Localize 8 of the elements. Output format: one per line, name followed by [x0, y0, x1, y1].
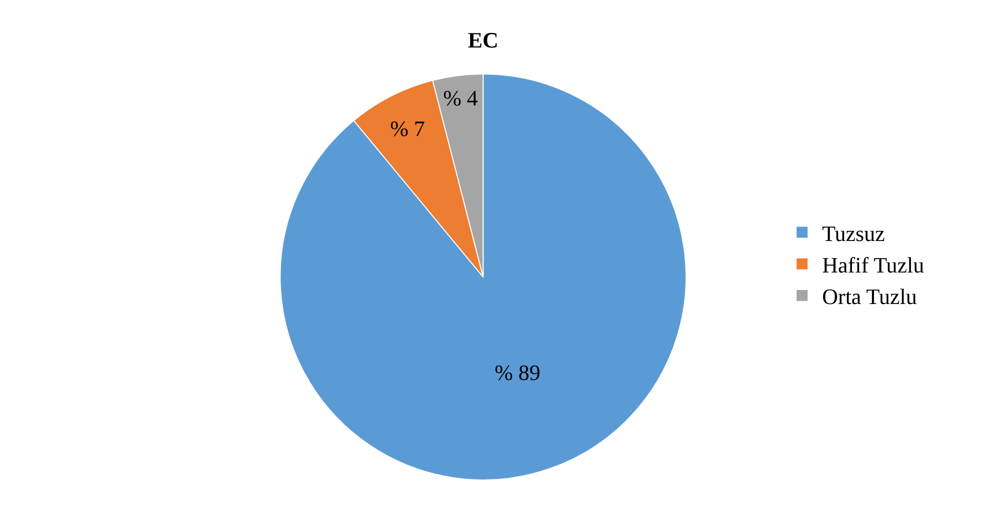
data-label: % 4 — [443, 86, 478, 111]
legend-label: Tuzsuz — [822, 220, 886, 246]
chart-title: EC — [468, 27, 498, 52]
legend-label: Hafif Tuzlu — [822, 252, 924, 278]
pie-slice — [280, 73, 686, 480]
legend-label: Orta Tuzlu — [822, 284, 917, 310]
data-label: % 89 — [494, 360, 540, 385]
data-label: % 7 — [390, 116, 425, 141]
